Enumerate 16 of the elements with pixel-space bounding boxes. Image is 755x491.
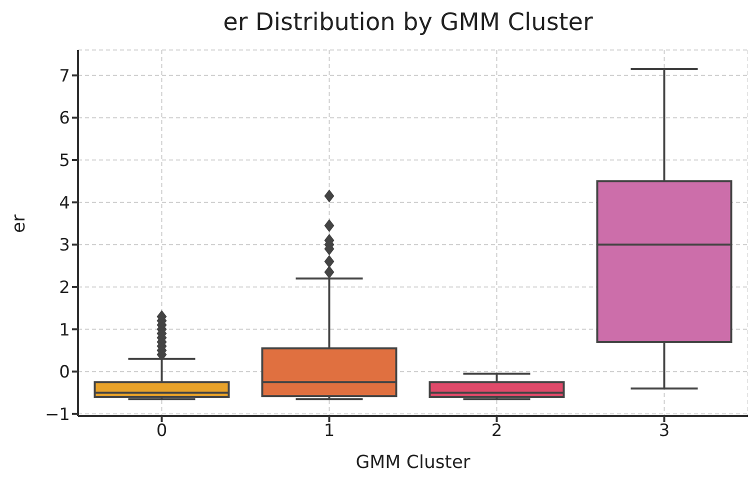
x-tick-label: 1 bbox=[324, 421, 335, 442]
y-tick-label: 0 bbox=[59, 362, 70, 383]
y-tick-label: 4 bbox=[59, 193, 70, 214]
chart-title: er Distribution by GMM Cluster bbox=[222, 8, 594, 38]
y-tick-label: 3 bbox=[59, 236, 70, 256]
y-tick-label: 5 bbox=[59, 151, 70, 172]
y-tick-label: 2 bbox=[59, 278, 70, 298]
y-tick-label: −1 bbox=[44, 404, 70, 425]
y-axis-title: er bbox=[8, 214, 30, 233]
y-tick-label: 7 bbox=[59, 66, 70, 86]
x-tick-label: 0 bbox=[156, 421, 168, 442]
x-axis-title: GMM Cluster bbox=[356, 452, 471, 473]
x-tick-label: 2 bbox=[491, 421, 502, 442]
y-tick-label: 1 bbox=[59, 320, 70, 340]
x-tick-label: 3 bbox=[658, 421, 670, 442]
y-tick-label: 6 bbox=[59, 108, 70, 129]
